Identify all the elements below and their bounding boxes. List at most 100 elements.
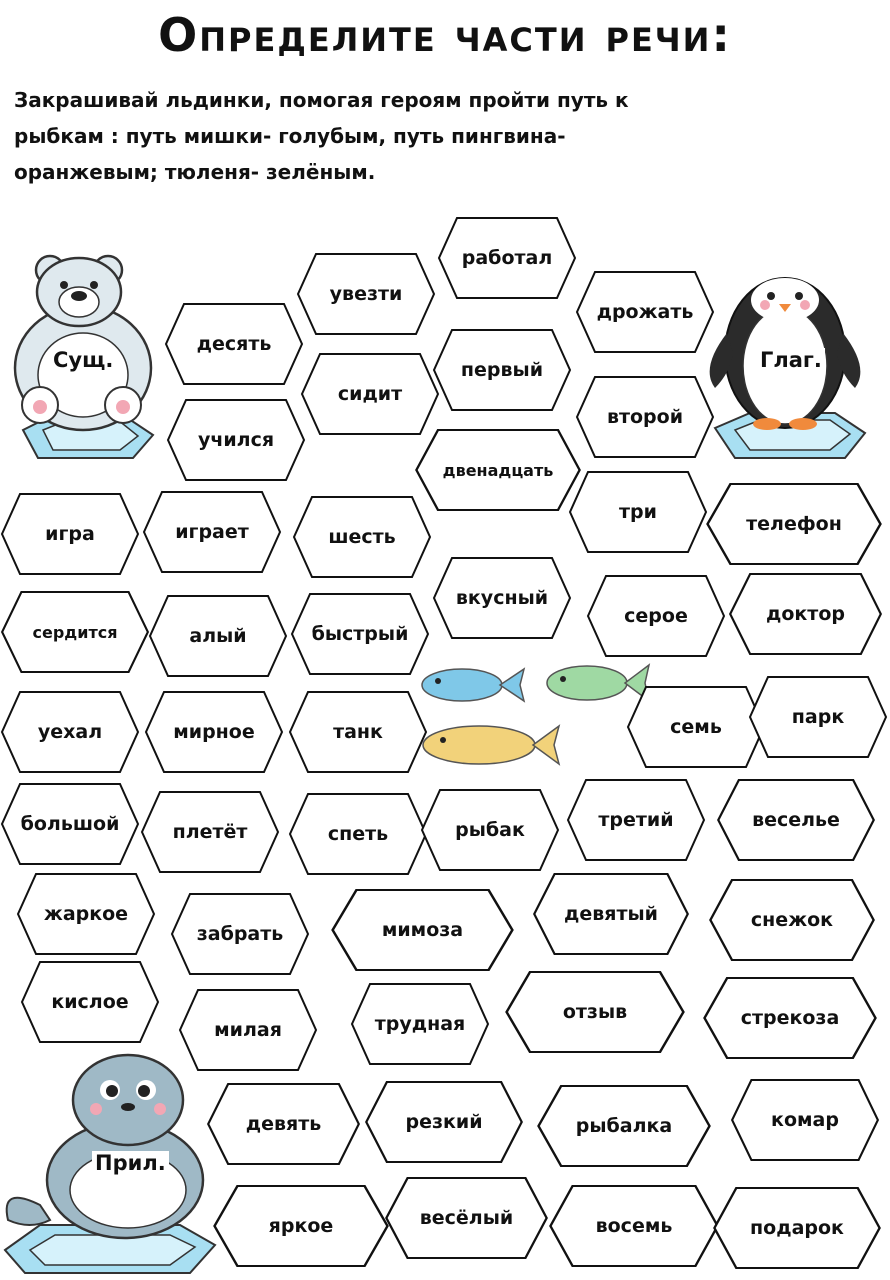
- hex-word: три: [619, 501, 657, 523]
- hex-word: плетёт: [172, 821, 248, 843]
- ice-hex[interactable]: трудная: [350, 982, 490, 1066]
- hex-word: сердится: [32, 622, 118, 642]
- ice-hex[interactable]: играет: [142, 490, 282, 574]
- hex-word: комар: [771, 1109, 839, 1131]
- hex-word: забрать: [196, 923, 284, 945]
- hex-word: рыбак: [455, 819, 525, 841]
- ice-hex[interactable]: резкий: [364, 1080, 524, 1164]
- penguin-label: Глаг.: [757, 348, 825, 372]
- hex-word: милая: [214, 1019, 282, 1041]
- ice-hex[interactable]: девятый: [532, 872, 690, 956]
- ice-hex[interactable]: весёлый: [384, 1176, 549, 1260]
- ice-hex[interactable]: отзыв: [504, 970, 686, 1054]
- ice-hex[interactable]: снежок: [708, 878, 876, 962]
- ice-hex[interactable]: увезти: [296, 252, 436, 336]
- ice-hex[interactable]: подарок: [712, 1186, 882, 1270]
- ice-hex[interactable]: шесть: [292, 495, 432, 579]
- instruction-line: оранжевым; тюленя- зелёным.: [14, 160, 376, 184]
- hex-word: девятый: [564, 903, 658, 925]
- hex-word: двенадцать: [442, 460, 554, 480]
- ice-hex[interactable]: стрекоза: [702, 976, 878, 1060]
- ice-hex[interactable]: сердится: [0, 590, 150, 674]
- ice-hex[interactable]: первый: [432, 328, 572, 412]
- hex-word: веселье: [752, 809, 840, 831]
- hex-word: вкусный: [455, 587, 549, 609]
- ice-hex[interactable]: веселье: [716, 778, 876, 862]
- hex-word: рыбалка: [575, 1115, 673, 1137]
- page-title: Определите части речи:: [158, 8, 732, 62]
- hex-word: сидит: [337, 383, 403, 405]
- hex-word: парк: [791, 706, 845, 728]
- ice-hex[interactable]: алый: [148, 594, 288, 678]
- ice-hex[interactable]: серое: [586, 574, 726, 658]
- instructions: Закрашивай льдинки, помогая героям пройт…: [14, 82, 874, 190]
- ice-hex[interactable]: забрать: [170, 892, 310, 976]
- ice-hex[interactable]: быстрый: [290, 592, 430, 676]
- hex-word: мимоза: [381, 919, 464, 941]
- ice-hex[interactable]: мимоза: [330, 888, 515, 972]
- hex-word: третий: [598, 809, 674, 831]
- instruction-line: рыбкам : путь мишки- голубым, путь пингв…: [14, 124, 566, 148]
- ice-hex[interactable]: двенадцать: [414, 428, 582, 512]
- ice-hex[interactable]: три: [568, 470, 708, 554]
- seal-label: Прил.: [92, 1151, 169, 1175]
- hex-word: стрекоза: [740, 1007, 840, 1029]
- hex-word: второй: [606, 406, 684, 428]
- seal-character: Прил.: [0, 1045, 220, 1275]
- ice-hex[interactable]: жаркое: [16, 872, 156, 956]
- ice-hex[interactable]: рыбак: [420, 788, 560, 872]
- hex-word: телефон: [746, 513, 842, 535]
- ice-hex[interactable]: девять: [206, 1082, 361, 1166]
- ice-hex[interactable]: сидит: [300, 352, 440, 436]
- hex-word: мирное: [173, 721, 255, 743]
- ice-hex[interactable]: большой: [0, 782, 140, 866]
- ice-hex[interactable]: вкусный: [432, 556, 572, 640]
- ice-hex[interactable]: игра: [0, 492, 140, 576]
- hex-word: игра: [45, 523, 95, 545]
- hex-word: восемь: [595, 1215, 673, 1237]
- ice-hex[interactable]: плетёт: [140, 790, 280, 874]
- ice-hex[interactable]: уехал: [0, 690, 140, 774]
- hex-word: резкий: [405, 1111, 483, 1133]
- ice-hex[interactable]: учился: [166, 398, 306, 482]
- ice-hex[interactable]: комар: [730, 1078, 880, 1162]
- hex-word: отзыв: [562, 1001, 628, 1023]
- ice-hex[interactable]: кислое: [20, 960, 160, 1044]
- ice-hex[interactable]: спеть: [288, 792, 428, 876]
- hex-word: играет: [175, 521, 249, 543]
- hex-word: дрожать: [596, 301, 694, 323]
- ice-hex[interactable]: яркое: [212, 1184, 390, 1268]
- hex-word: большой: [20, 813, 120, 835]
- hex-word: весёлый: [419, 1207, 514, 1229]
- ice-hex[interactable]: семь: [626, 685, 766, 769]
- hex-word: спеть: [327, 823, 389, 845]
- ice-hex[interactable]: второй: [575, 375, 715, 459]
- instruction-line: Закрашивай льдинки, помогая героям пройт…: [14, 88, 629, 112]
- hex-word: доктор: [766, 603, 845, 625]
- hex-word: первый: [460, 359, 544, 381]
- ice-hex[interactable]: парк: [748, 675, 888, 759]
- ice-hex[interactable]: рыбалка: [536, 1084, 712, 1168]
- ice-hex[interactable]: доктор: [728, 572, 883, 656]
- fish-blue: [421, 667, 526, 703]
- ice-hex[interactable]: дрожать: [575, 270, 715, 354]
- hex-word: трудная: [374, 1013, 466, 1035]
- fish-icon: [421, 663, 651, 766]
- hex-word: подарок: [750, 1217, 844, 1239]
- ice-hex[interactable]: танк: [288, 690, 428, 774]
- bear-character: Сущ.: [8, 250, 158, 465]
- hex-word: семь: [670, 716, 722, 738]
- hex-word: серое: [624, 605, 688, 627]
- hex-word: увезти: [329, 283, 403, 305]
- ice-hex[interactable]: мирное: [144, 690, 284, 774]
- ice-hex[interactable]: восемь: [548, 1184, 720, 1268]
- hex-word: десять: [196, 333, 272, 355]
- fish-group: [412, 655, 652, 780]
- ice-hex[interactable]: телефон: [705, 482, 883, 566]
- ice-hex[interactable]: работал: [437, 216, 577, 300]
- hex-word: шесть: [328, 526, 396, 548]
- ice-hex[interactable]: десять: [164, 302, 304, 386]
- ice-hex[interactable]: милая: [178, 988, 318, 1072]
- ice-hex[interactable]: третий: [566, 778, 706, 862]
- hex-word: жаркое: [43, 903, 129, 925]
